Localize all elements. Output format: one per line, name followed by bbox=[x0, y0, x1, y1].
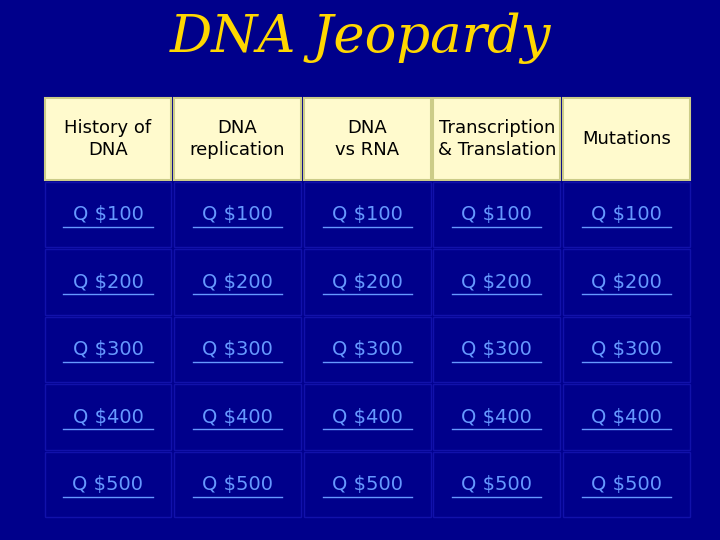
FancyBboxPatch shape bbox=[45, 317, 171, 382]
FancyBboxPatch shape bbox=[563, 249, 690, 315]
Text: Q $100: Q $100 bbox=[202, 205, 273, 224]
Text: Q $100: Q $100 bbox=[591, 205, 662, 224]
FancyBboxPatch shape bbox=[174, 384, 301, 450]
Text: Q $300: Q $300 bbox=[202, 340, 273, 359]
Text: Q $500: Q $500 bbox=[462, 475, 532, 494]
FancyBboxPatch shape bbox=[174, 452, 301, 517]
Text: Q $100: Q $100 bbox=[332, 205, 402, 224]
Text: Q $500: Q $500 bbox=[591, 475, 662, 494]
FancyBboxPatch shape bbox=[304, 249, 431, 315]
FancyBboxPatch shape bbox=[563, 182, 690, 247]
FancyBboxPatch shape bbox=[174, 249, 301, 315]
Text: Q $100: Q $100 bbox=[462, 205, 532, 224]
Text: Q $100: Q $100 bbox=[73, 205, 143, 224]
FancyBboxPatch shape bbox=[563, 384, 690, 450]
FancyBboxPatch shape bbox=[433, 317, 560, 382]
Text: Q $300: Q $300 bbox=[73, 340, 143, 359]
Text: Q $300: Q $300 bbox=[462, 340, 532, 359]
Text: Q $200: Q $200 bbox=[591, 273, 662, 292]
Text: Q $400: Q $400 bbox=[462, 408, 532, 427]
FancyBboxPatch shape bbox=[563, 98, 690, 180]
FancyBboxPatch shape bbox=[45, 98, 171, 180]
Text: Q $200: Q $200 bbox=[332, 273, 402, 292]
FancyBboxPatch shape bbox=[45, 452, 171, 517]
FancyBboxPatch shape bbox=[304, 452, 431, 517]
FancyBboxPatch shape bbox=[563, 452, 690, 517]
Text: Q $400: Q $400 bbox=[591, 408, 662, 427]
Text: Q $500: Q $500 bbox=[202, 475, 273, 494]
FancyBboxPatch shape bbox=[304, 384, 431, 450]
FancyBboxPatch shape bbox=[433, 98, 560, 180]
Text: Q $200: Q $200 bbox=[73, 273, 143, 292]
Text: DNA
replication: DNA replication bbox=[190, 119, 285, 159]
Text: DNA Jeopardy: DNA Jeopardy bbox=[169, 12, 551, 64]
Text: Q $300: Q $300 bbox=[332, 340, 402, 359]
FancyBboxPatch shape bbox=[304, 317, 431, 382]
Text: Q $400: Q $400 bbox=[73, 408, 143, 427]
FancyBboxPatch shape bbox=[433, 249, 560, 315]
FancyBboxPatch shape bbox=[174, 98, 301, 180]
FancyBboxPatch shape bbox=[433, 452, 560, 517]
FancyBboxPatch shape bbox=[45, 384, 171, 450]
FancyBboxPatch shape bbox=[304, 98, 431, 180]
FancyBboxPatch shape bbox=[563, 317, 690, 382]
Text: Q $200: Q $200 bbox=[202, 273, 273, 292]
Text: Q $500: Q $500 bbox=[332, 475, 402, 494]
Text: Q $400: Q $400 bbox=[202, 408, 273, 427]
FancyBboxPatch shape bbox=[174, 182, 301, 247]
FancyBboxPatch shape bbox=[304, 182, 431, 247]
Text: Transcription
& Translation: Transcription & Translation bbox=[438, 119, 556, 159]
Text: Q $200: Q $200 bbox=[462, 273, 532, 292]
Text: Q $500: Q $500 bbox=[73, 475, 143, 494]
FancyBboxPatch shape bbox=[45, 249, 171, 315]
Text: History of
DNA: History of DNA bbox=[64, 119, 152, 159]
FancyBboxPatch shape bbox=[433, 384, 560, 450]
Text: Q $400: Q $400 bbox=[332, 408, 402, 427]
FancyBboxPatch shape bbox=[45, 182, 171, 247]
Text: DNA
vs RNA: DNA vs RNA bbox=[335, 119, 400, 159]
FancyBboxPatch shape bbox=[174, 317, 301, 382]
Text: Q $300: Q $300 bbox=[591, 340, 662, 359]
FancyBboxPatch shape bbox=[433, 182, 560, 247]
Text: Mutations: Mutations bbox=[582, 130, 671, 148]
